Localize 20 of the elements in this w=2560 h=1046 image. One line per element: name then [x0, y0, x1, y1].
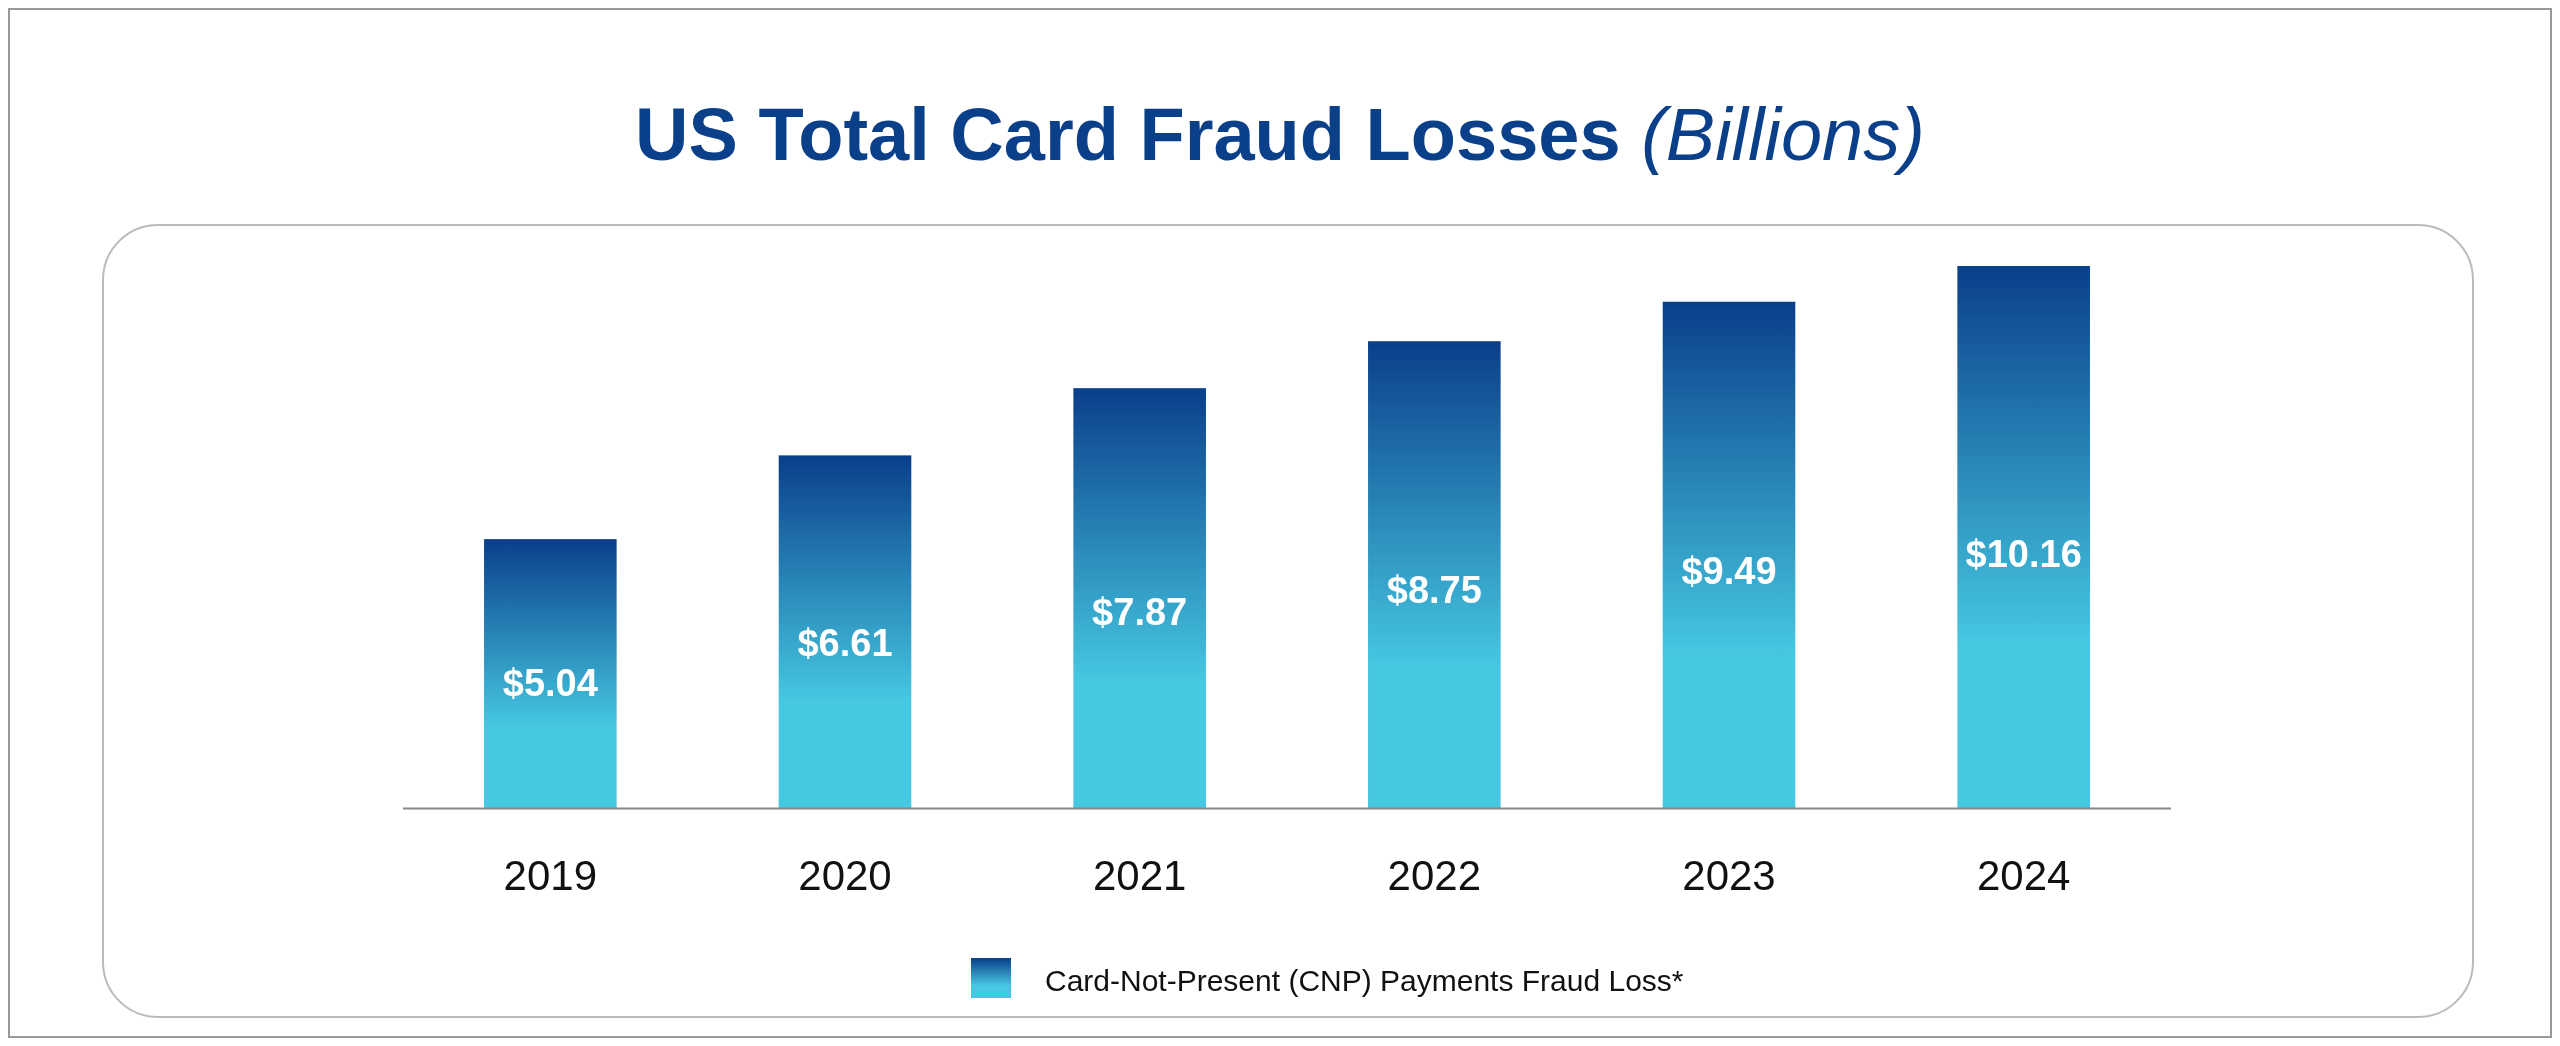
x-tick-label: 2020: [798, 852, 892, 899]
bar: [1368, 341, 1501, 808]
data-label: $6.61: [797, 622, 893, 665]
x-tick-label: 2024: [1976, 852, 2071, 899]
data-label: $9.49: [1681, 550, 1777, 593]
x-tick-label: 2022: [1387, 852, 1482, 899]
data-label: $7.87: [1092, 590, 1188, 633]
x-tick-label: 2023: [1682, 852, 1776, 899]
chart-title: US Total Card Fraud Losses (Billions): [635, 93, 1925, 176]
data-label: $10.16: [1965, 533, 2082, 576]
x-tick-label: 2019: [503, 852, 598, 899]
data-label: $8.75: [1386, 568, 1482, 611]
x-tick-label: 2021: [1092, 852, 1187, 899]
bar: [1073, 388, 1206, 808]
bar: [1957, 266, 2090, 808]
bar: [1662, 301, 1796, 808]
bar: [484, 539, 617, 808]
data-label: $5.04: [502, 661, 598, 704]
bar: [778, 455, 912, 808]
legend-label: Card-Not-Present (CNP) Payments Fraud Loss*: [1045, 964, 1684, 997]
